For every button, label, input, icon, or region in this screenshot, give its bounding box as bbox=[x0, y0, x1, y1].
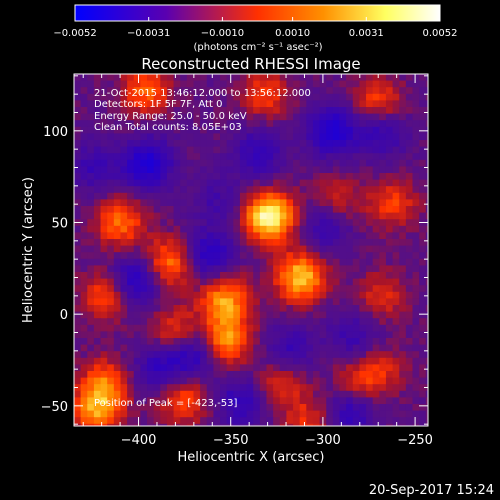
colorbar-units: (photons cm⁻² s⁻¹ asec⁻²) bbox=[193, 42, 322, 53]
annotations: 21-Oct-2015 13:46:12.000 to 13:56:12.000… bbox=[94, 88, 311, 409]
y-axis-label: Heliocentric Y (arcsec) bbox=[21, 177, 36, 323]
annotation-line: Clean Total counts: 8.05E+03 bbox=[94, 122, 242, 133]
x-tick-label: −350 bbox=[213, 433, 249, 448]
colorbar-ticks: −0.0052 −0.0031 −0.0010 0.0010 0.0031 0.0052 bbox=[53, 17, 458, 39]
y-tick-label: −50 bbox=[41, 400, 68, 415]
colorbar-tick-label: −0.0031 bbox=[127, 28, 170, 39]
colorbar-bar bbox=[74, 4, 441, 22]
y-tick-label: 50 bbox=[51, 217, 68, 232]
colorbar-tick-label: −0.0052 bbox=[53, 28, 96, 39]
x-axis: −400 −350 −300 −250 bbox=[82, 74, 433, 448]
plot-date-stamp: 20-Sep-2017 15:24 bbox=[369, 483, 494, 498]
y-tick-label: 0 bbox=[60, 308, 68, 323]
y-axis: −50 0 50 100 bbox=[41, 75, 428, 425]
colorbar: −0.0052 −0.0031 −0.0010 0.0010 0.0031 0.0052 … bbox=[53, 4, 458, 53]
heatmap-image bbox=[74, 74, 428, 426]
annotation-line: Energy Range: 25.0 - 50.0 keV bbox=[94, 111, 247, 122]
plot-frame bbox=[73, 73, 429, 427]
annotation-line: 21-Oct-2015 13:46:12.000 to 13:56:12.000 bbox=[94, 88, 311, 99]
chart-title: Reconstructed RHESSI Image bbox=[141, 55, 360, 73]
y-tick-label: 100 bbox=[43, 125, 68, 140]
x-tick-label: −400 bbox=[121, 433, 157, 448]
x-tick-label: −300 bbox=[305, 433, 341, 448]
colorbar-tick-label: 0.0010 bbox=[275, 28, 310, 39]
x-axis-label: Heliocentric X (arcsec) bbox=[178, 450, 325, 465]
colorbar-tick-label: 0.0031 bbox=[349, 28, 384, 39]
annotation-line: Detectors: 1F 5F 7F, Att 0 bbox=[94, 99, 222, 110]
colorbar-tick-label: −0.0010 bbox=[201, 28, 244, 39]
colorbar-tick-label: 0.0052 bbox=[423, 28, 458, 39]
x-tick-label: −250 bbox=[397, 433, 433, 448]
peak-position-label: Position of Peak = [-423,-53] bbox=[94, 398, 238, 409]
